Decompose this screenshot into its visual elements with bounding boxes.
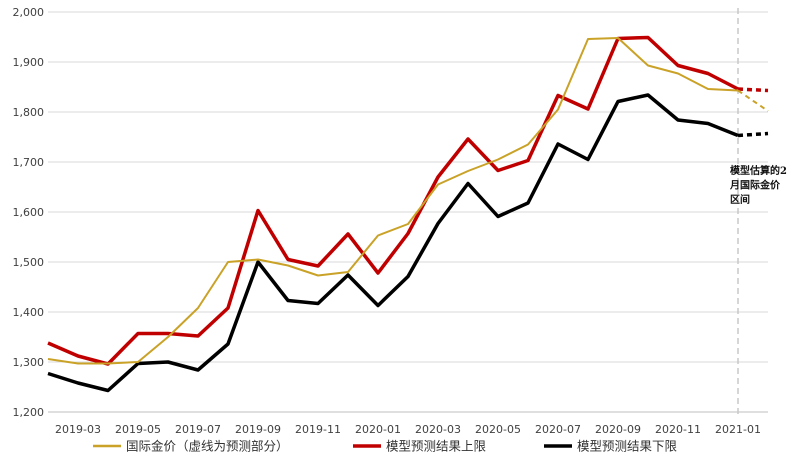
x-tick-label: 2019-11 [295, 423, 341, 436]
y-tick-label: 1,900 [13, 56, 45, 69]
annotation-line: 区间 [730, 193, 750, 206]
x-tick-label: 2019-07 [175, 423, 221, 436]
y-tick-label: 1,400 [13, 306, 45, 319]
legend-label: 模型预测结果下限 [577, 439, 678, 454]
legend-label: 国际金价（虚线为预测部分） [126, 439, 289, 454]
annotation-line: 模型估算的2 [730, 164, 787, 177]
series-forecast-line-0 [737, 89, 769, 112]
x-tick-label: 2019-09 [235, 423, 281, 436]
legend: 国际金价（虚线为预测部分） 模型预测结果上限 模型预测结果下限 [93, 439, 678, 454]
series-forecast-line-2 [737, 131, 769, 138]
y-tick-label: 1,600 [13, 206, 45, 219]
x-tick-label: 2020-09 [595, 423, 641, 436]
series-lines [47, 35, 769, 393]
annotation-line: 月国际金价 [729, 179, 781, 192]
x-tick-label: 2020-07 [535, 423, 581, 436]
x-tick-label: 2020-03 [415, 423, 461, 436]
y-tick-label: 1,200 [13, 406, 45, 419]
x-tick-label: 2020-11 [655, 423, 701, 436]
y-tick-label: 1,800 [13, 106, 45, 119]
series-line-2 [47, 93, 739, 393]
x-tick-label: 2021-01 [715, 423, 761, 436]
x-tick-label: 2020-01 [355, 423, 401, 436]
series-line-1 [47, 35, 739, 366]
y-tick-label: 1,700 [13, 156, 45, 169]
x-tick-label: 2019-05 [115, 423, 161, 436]
y-tick-label: 2,000 [13, 6, 45, 19]
x-tick-label: 2019-03 [55, 423, 101, 436]
y-tick-label: 1,500 [13, 256, 45, 269]
x-axis-tick-labels: 2019-03 2019-05 2019-07 2019-09 2019-11 2020-… [55, 423, 761, 436]
legend-label: 模型预测结果上限 [386, 439, 487, 454]
y-axis-tick-labels: 1,200 1,300 1,400 1,500 1,600 1,700 1,800 1,900… [13, 6, 45, 419]
y-tick-label: 1,300 [13, 356, 45, 369]
series-line-0 [47, 37, 739, 365]
series-forecast-line-1 [737, 87, 769, 93]
y-gridlines [48, 11, 768, 413]
x-tick-label: 2020-05 [475, 423, 521, 436]
